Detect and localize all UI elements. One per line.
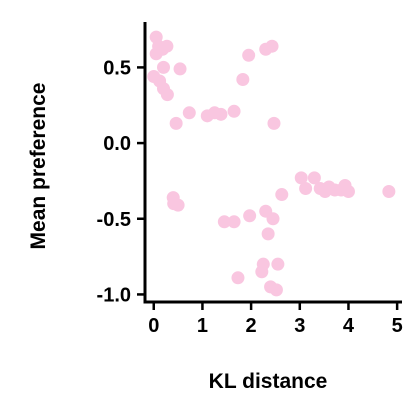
scatter-point xyxy=(266,40,279,53)
y-tick-label: -0.5 xyxy=(97,209,131,231)
points-layer xyxy=(147,31,395,297)
scatter-point xyxy=(275,188,288,201)
x-tick-label: 5 xyxy=(392,315,403,337)
y-tick-label: 0.0 xyxy=(103,133,131,155)
scatter-point xyxy=(262,227,275,240)
scatter-point xyxy=(243,209,256,222)
x-tick-label: 2 xyxy=(246,315,257,337)
scatter-point xyxy=(299,182,312,195)
scatter-point xyxy=(172,199,185,212)
y-tick-label: 0.5 xyxy=(103,57,131,79)
scatter-point xyxy=(170,117,183,130)
scatter-point xyxy=(242,49,255,62)
scatter-point xyxy=(270,283,283,296)
scatter-point xyxy=(161,88,174,101)
scatter-point xyxy=(342,185,355,198)
x-tick-label: 1 xyxy=(197,315,208,337)
scatter-point xyxy=(160,40,173,53)
scatter-point xyxy=(231,271,244,284)
x-tick-label: 3 xyxy=(294,315,305,337)
x-tick-label: 0 xyxy=(148,315,159,337)
x-tick-label: 4 xyxy=(343,315,355,337)
scatter-point xyxy=(267,212,280,225)
scatter-point xyxy=(236,73,249,86)
scatter-point xyxy=(228,215,241,228)
scatter-point xyxy=(214,108,227,121)
ticks-layer: 0 1 2 3 4 5 0.5 0.0 -0.5 -1.0 xyxy=(97,57,403,337)
x-axis-title: KL distance xyxy=(209,370,328,393)
scatter-point xyxy=(228,105,241,118)
scatter-point xyxy=(157,61,170,74)
scatter-point xyxy=(174,62,187,75)
scatter-point xyxy=(183,106,196,119)
scatter-point xyxy=(267,117,280,130)
y-axis-title: Mean preference xyxy=(27,83,50,250)
scatter-point xyxy=(271,258,284,271)
scatter-point xyxy=(382,185,395,198)
scatter-point xyxy=(255,265,268,278)
y-tick-label: -1.0 xyxy=(97,284,131,306)
